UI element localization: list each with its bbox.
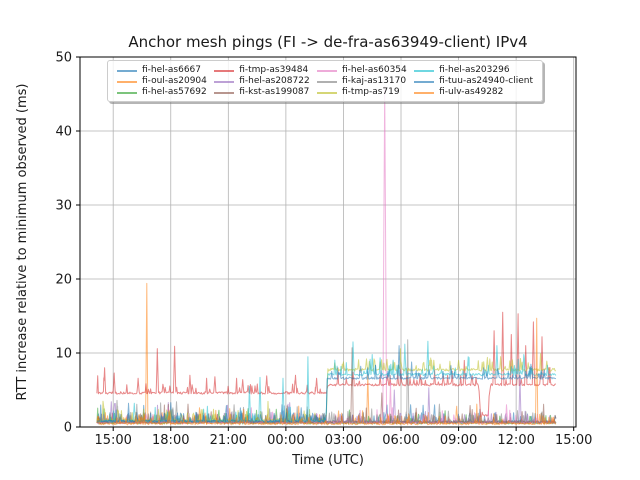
x-tick-label: 15:00 (555, 433, 592, 448)
legend-label: fi-hel-as60354 (342, 65, 407, 75)
chart-title: Anchor mesh pings (FI -> de-fra-as63949-… (128, 33, 527, 51)
x-tick-label: 09:00 (440, 433, 477, 448)
axis-tick-labels: 15:00 18:00 21:00 00:00 03:00 06:00 09:00 12:00… (55, 51, 592, 449)
legend-label: fi-kaj-as13170 (342, 76, 407, 86)
x-tick-label: 21:00 (210, 433, 247, 448)
legend-item-fi-tmp-as39484: fi-tmp-as39484 (214, 65, 309, 76)
x-tick-label: 03:00 (325, 433, 362, 448)
x-tick-label: 15:00 (94, 433, 131, 448)
x-tick-label: 18:00 (152, 433, 189, 448)
legend-item-fi-tmp-as719: fi-tmp-as719 (317, 87, 407, 98)
series-line-fi-tuu-as24940-client (96, 345, 557, 423)
legend-column: fi-hel-as6667 fi-oul-as20904 fi-hel-as5769… (117, 65, 207, 97)
legend-label: fi-ulv-as49282 (439, 87, 504, 97)
legend-label: fi-kst-as199087 (239, 87, 310, 97)
y-axis-label: RTT increase relative to minimum observe… (15, 84, 30, 401)
legend-line-swatch (317, 69, 338, 72)
legend-line-swatch (214, 80, 235, 83)
legend-label: fi-oul-as20904 (142, 76, 207, 86)
x-tick-label: 12:00 (497, 433, 534, 448)
grid-lines (80, 56, 576, 428)
y-tick-label: 30 (55, 199, 72, 214)
legend-item-fi-oul-as20904: fi-oul-as20904 (117, 76, 207, 87)
legend-label: fi-tmp-as39484 (239, 65, 309, 75)
legend-column: fi-hel-as60354 fi-kaj-as13170 fi-tmp-as719 (317, 65, 407, 97)
legend-label: fi-hel-as57692 (142, 87, 207, 97)
legend-label: fi-tmp-as719 (342, 87, 400, 97)
legend-line-swatch (414, 91, 435, 94)
legend-label: fi-tuu-as24940-client (439, 76, 533, 86)
legend-item-fi-hel-as208722: fi-hel-as208722 (214, 76, 310, 87)
legend-line-swatch (414, 69, 435, 72)
legend-line-swatch (414, 80, 435, 83)
legend-line-swatch (117, 69, 137, 72)
y-tick-label: 40 (55, 125, 72, 140)
y-tick-label: 10 (55, 347, 72, 362)
legend-item-fi-kst-as199087: fi-kst-as199087 (214, 87, 309, 98)
x-axis-label: Time (UTC) (291, 453, 364, 468)
y-tick-label: 20 (55, 273, 72, 288)
legend-label: fi-hel-as208722 (239, 76, 310, 86)
legend-item-fi-hel-as203296: fi-hel-as203296 (414, 65, 533, 76)
x-tick-label: 00:00 (267, 433, 304, 448)
legend-item-fi-tuu-as24940-client: fi-tuu-as24940-client (414, 76, 533, 87)
legend-label: fi-hel-as203296 (439, 65, 510, 75)
legend-line-swatch (117, 91, 137, 94)
axis-ticks (76, 56, 575, 431)
legend-item-fi-kaj-as13170: fi-kaj-as13170 (317, 76, 407, 87)
series-lines (96, 86, 557, 426)
legend-item-fi-ulv-as49282: fi-ulv-as49282 (414, 87, 533, 98)
legend-line-swatch (317, 91, 338, 94)
series-line-fi-tmp-as39484 (96, 311, 557, 418)
legend-line-swatch (117, 80, 137, 83)
legend-line-swatch (214, 69, 235, 72)
legend-column: fi-tmp-as39484 fi-hel-as208722 fi-kst-as19… (214, 65, 310, 98)
y-tick-label: 50 (55, 51, 72, 66)
plot-border (79, 56, 577, 428)
legend-item-fi-hel-as6667: fi-hel-as6667 (117, 65, 207, 76)
legend-item-fi-hel-as60354: fi-hel-as60354 (317, 65, 407, 76)
x-tick-label: 06:00 (382, 433, 419, 448)
legend-item-fi-hel-as57692: fi-hel-as57692 (117, 87, 207, 98)
legend-line-swatch (214, 91, 235, 94)
legend-line-swatch (317, 80, 338, 83)
y-tick-label: 0 (64, 421, 72, 436)
legend: fi-hel-as6667 fi-oul-as20904 fi-hel-as5769… (107, 60, 543, 102)
series-line-fi-ulv-as49282 (96, 317, 557, 426)
legend-label: fi-hel-as6667 (142, 65, 202, 75)
legend-column: fi-hel-as203296 fi-tuu-as24940-client fi-u… (414, 65, 533, 97)
